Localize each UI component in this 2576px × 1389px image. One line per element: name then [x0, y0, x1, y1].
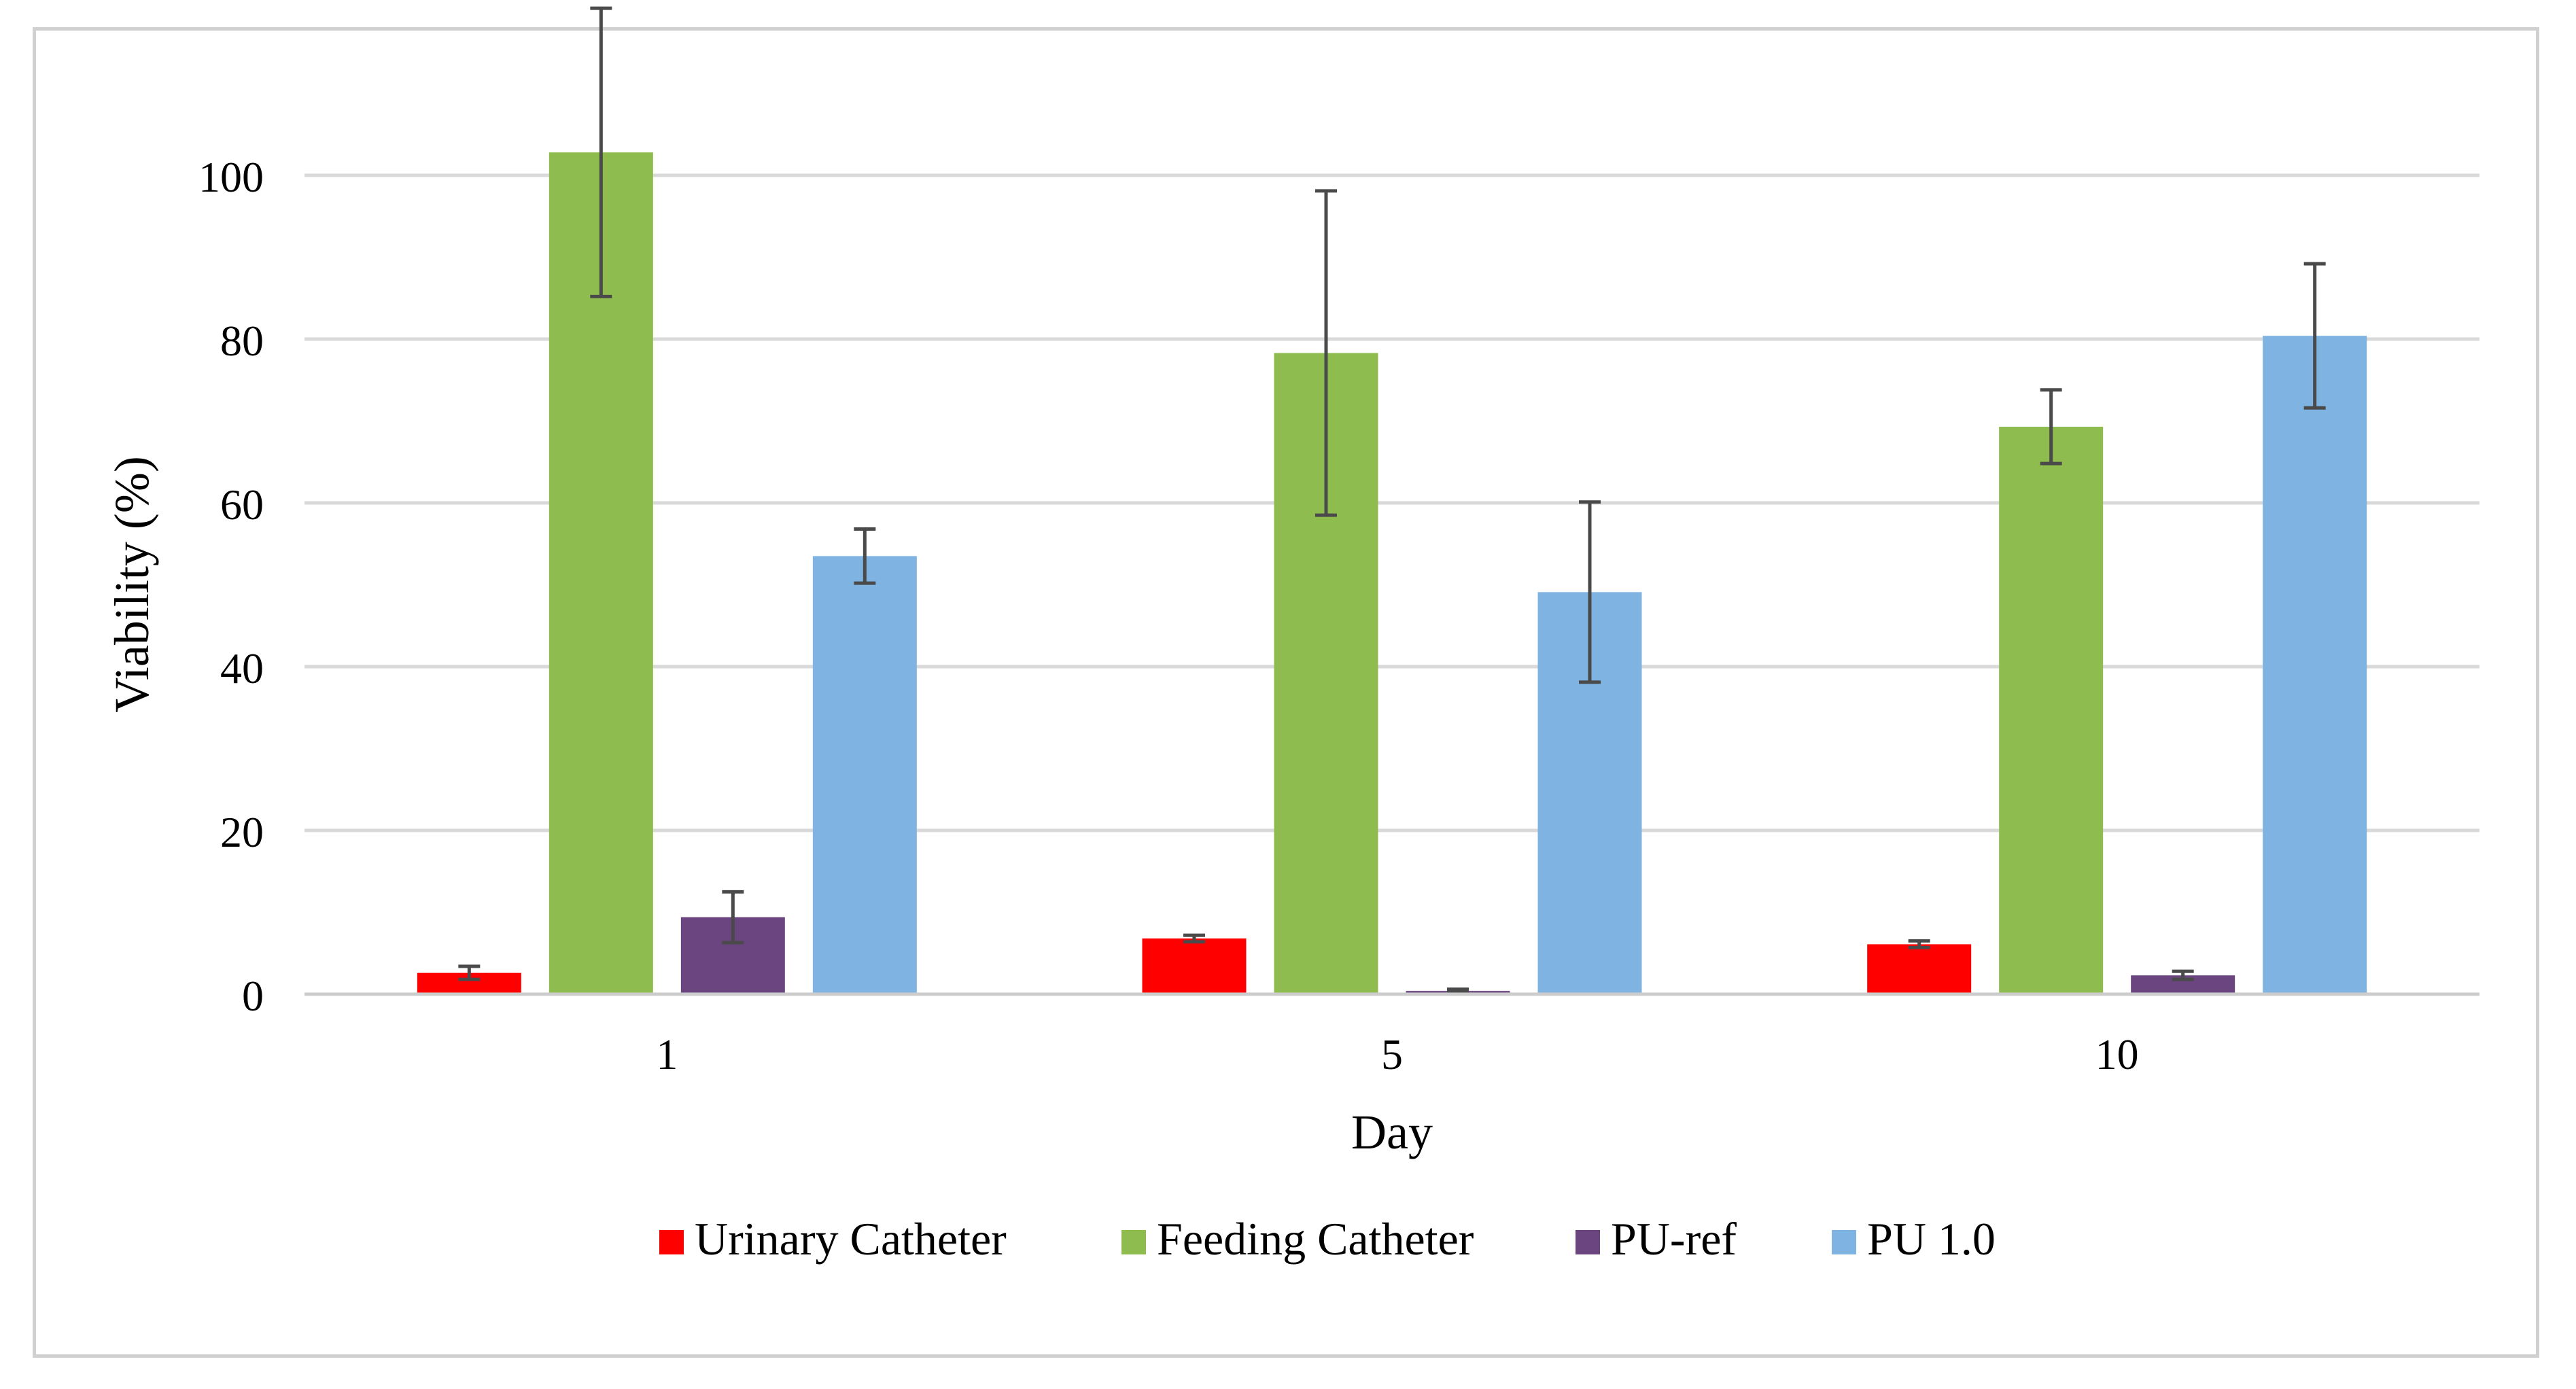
error-bar [1447, 987, 1469, 995]
y-tick-label: 100 [198, 153, 264, 201]
x-axis: 1 5 10 [656, 1030, 2138, 1078]
error-bar [2303, 262, 2326, 410]
legend-item: PU 1.0 [1832, 1213, 1996, 1265]
y-tick-label: 40 [220, 644, 264, 692]
y-tick-label: 20 [220, 808, 264, 856]
y-axis: 0 20 40 60 80 100 [198, 153, 264, 1020]
error-bar [1315, 189, 1337, 517]
bar-urinary-catheter-day-10 [1867, 944, 1972, 994]
legend-label: Urinary Catheter [695, 1213, 1007, 1265]
legend-swatch [1832, 1230, 1856, 1254]
legend-item: Urinary Catheter [659, 1213, 1007, 1265]
legend-label: PU 1.0 [1867, 1213, 1996, 1265]
error-bars [458, 6, 2326, 995]
error-bar [2172, 969, 2194, 981]
y-tick-label: 80 [220, 317, 264, 365]
x-tick-label: 1 [656, 1030, 678, 1078]
error-bar [1579, 500, 1601, 684]
legend-swatch [1576, 1230, 1600, 1254]
y-axis-label: Viability (%) [105, 456, 159, 713]
error-bar [590, 6, 612, 298]
x-tick-label: 5 [1381, 1030, 1403, 1078]
error-bar [2040, 388, 2062, 465]
legend: Urinary Catheter Feeding Catheter PU-ref PU… [659, 1213, 1996, 1265]
bar-pu-1-0-day-1 [812, 556, 917, 994]
gridlines [304, 173, 2479, 832]
bar-urinary-catheter-day-5 [1142, 938, 1247, 994]
error-bar [854, 527, 876, 585]
legend-item: PU-ref [1576, 1213, 1737, 1265]
legend-label: Feeding Catheter [1157, 1213, 1474, 1265]
error-bar [1908, 939, 1930, 949]
error-bar [722, 890, 744, 945]
legend-label: PU-ref [1611, 1213, 1737, 1265]
error-bar [458, 964, 481, 981]
bar-feeding-catheter-day-10 [1999, 426, 2104, 994]
legend-item: Feeding Catheter [1121, 1213, 1474, 1265]
legend-swatch [659, 1230, 684, 1254]
bar-pu-1-0-day-10 [2263, 336, 2367, 994]
legend-swatch [1121, 1230, 1146, 1254]
y-tick-label: 60 [220, 480, 264, 529]
error-bar [1183, 933, 1205, 944]
bars [417, 152, 2367, 994]
x-axis-label: Day [1351, 1105, 1433, 1159]
x-tick-label: 10 [2095, 1030, 2139, 1078]
y-tick-label: 0 [242, 972, 264, 1020]
